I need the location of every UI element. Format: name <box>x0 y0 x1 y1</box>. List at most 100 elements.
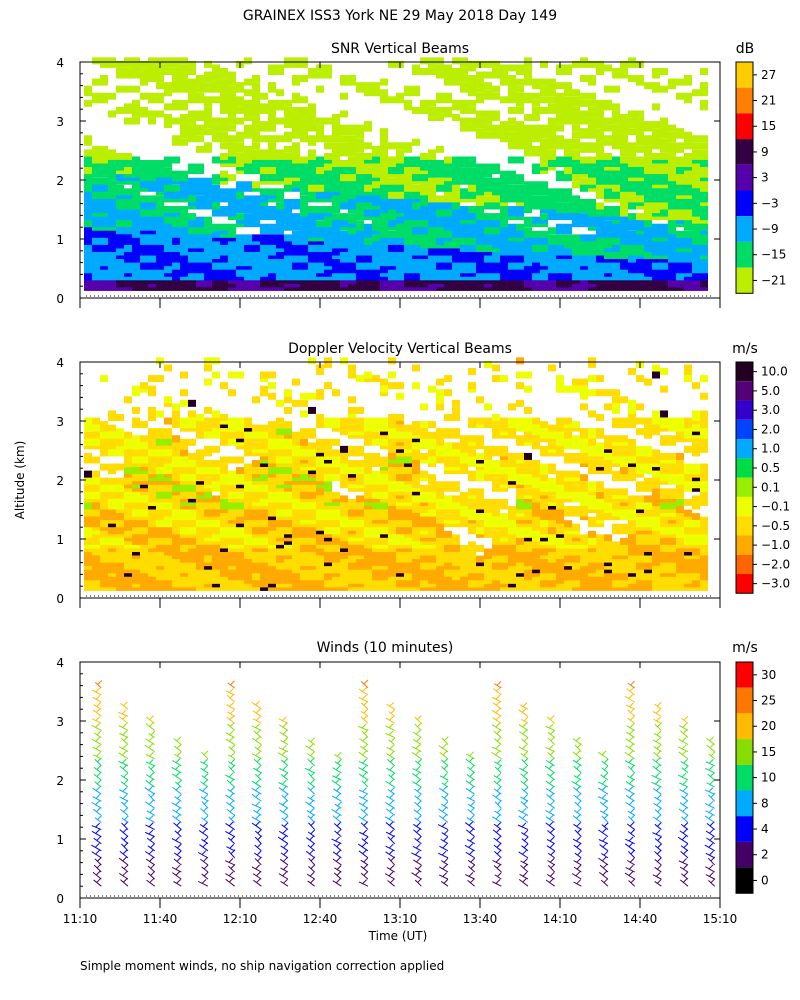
snr-cell <box>492 259 500 267</box>
snr-cell <box>108 57 116 65</box>
snr-cell <box>164 60 172 68</box>
snr-cell <box>436 209 444 217</box>
snr-cell <box>692 262 700 270</box>
snr-cell <box>612 163 620 171</box>
snr-colorbar-label: 9 <box>761 145 769 159</box>
snr-cell <box>684 266 692 274</box>
snr-cell <box>428 163 436 171</box>
doppler-cell <box>140 452 148 460</box>
snr-cell <box>428 259 436 267</box>
snr-cell <box>516 266 524 274</box>
doppler-cell <box>268 460 276 468</box>
doppler-cell <box>260 559 268 567</box>
snr-cell <box>596 223 604 231</box>
doppler-cell <box>172 435 180 443</box>
snr-cell <box>596 202 604 210</box>
snr-cell <box>316 188 324 196</box>
snr-cell <box>508 234 516 242</box>
snr-cell <box>124 283 132 291</box>
snr-cell <box>188 60 196 68</box>
snr-cell <box>460 71 468 79</box>
snr-cell <box>436 92 444 100</box>
snr-cell <box>652 142 660 150</box>
snr-cell <box>516 138 524 146</box>
snr-cell <box>132 209 140 217</box>
doppler-cell <box>124 573 132 581</box>
snr-cell <box>700 170 708 178</box>
snr-cell <box>300 57 308 65</box>
doppler-cell <box>324 417 332 425</box>
snr-cell <box>332 145 340 153</box>
snr-cell <box>420 181 428 189</box>
snr-cell <box>396 170 404 178</box>
snr-cell <box>524 220 532 228</box>
snr-cell <box>308 223 316 231</box>
doppler-cell <box>308 406 316 414</box>
doppler-cell <box>228 552 236 560</box>
snr-cell <box>156 283 164 291</box>
snr-cell <box>100 237 108 245</box>
doppler-cell <box>236 530 244 538</box>
snr-cell <box>652 135 660 143</box>
snr-cell <box>164 237 172 245</box>
snr-cell <box>100 206 108 214</box>
snr-cell <box>84 99 92 107</box>
snr-cell <box>228 149 236 157</box>
snr-cell <box>588 220 596 228</box>
snr-cell <box>604 262 612 270</box>
doppler-cell <box>164 467 172 475</box>
doppler-cell <box>308 477 316 485</box>
doppler-cell <box>276 470 284 478</box>
doppler-cell <box>260 385 268 393</box>
doppler-cell <box>220 474 228 482</box>
snr-cell <box>228 255 236 263</box>
snr-cell <box>140 252 148 260</box>
snr-cell <box>540 276 548 284</box>
snr-cell <box>316 244 324 252</box>
doppler-cell <box>316 523 324 531</box>
snr-cell <box>220 78 228 86</box>
snr-cell <box>348 177 356 185</box>
snr-cell <box>132 170 140 178</box>
snr-cell <box>140 60 148 68</box>
snr-cell <box>644 244 652 252</box>
doppler-cell <box>260 460 268 468</box>
doppler-cell <box>244 488 252 496</box>
snr-cell <box>292 124 300 132</box>
snr-cell <box>668 216 676 224</box>
snr-cell <box>172 206 180 214</box>
doppler-cell <box>140 442 148 450</box>
snr-cell <box>340 149 348 157</box>
snr-cell <box>180 121 188 129</box>
snr-cell <box>580 142 588 150</box>
snr-cell <box>652 170 660 178</box>
snr-cell <box>604 209 612 217</box>
snr-cell <box>180 273 188 281</box>
doppler-cell <box>212 495 220 503</box>
snr-cell <box>596 262 604 270</box>
doppler-cell <box>316 562 324 570</box>
doppler-cell <box>148 552 156 560</box>
snr-cell <box>108 160 116 168</box>
doppler-cell <box>92 566 100 574</box>
snr-cell <box>292 280 300 288</box>
snr-cell <box>452 78 460 86</box>
snr-cell <box>588 124 596 132</box>
doppler-cell <box>300 438 308 446</box>
snr-cell <box>412 67 420 75</box>
doppler-cell <box>284 477 292 485</box>
snr-cell <box>300 177 308 185</box>
snr-cell <box>228 276 236 284</box>
snr-cell <box>372 156 380 164</box>
snr-cell <box>124 152 132 160</box>
snr-cell <box>340 220 348 228</box>
snr-cell <box>268 266 276 274</box>
snr-cell <box>116 227 124 235</box>
doppler-cell <box>92 498 100 506</box>
snr-cell <box>124 234 132 242</box>
snr-cell <box>572 273 580 281</box>
snr-cell <box>644 145 652 153</box>
doppler-cell <box>124 509 132 517</box>
snr-cell <box>404 227 412 235</box>
snr-cell <box>260 170 268 178</box>
